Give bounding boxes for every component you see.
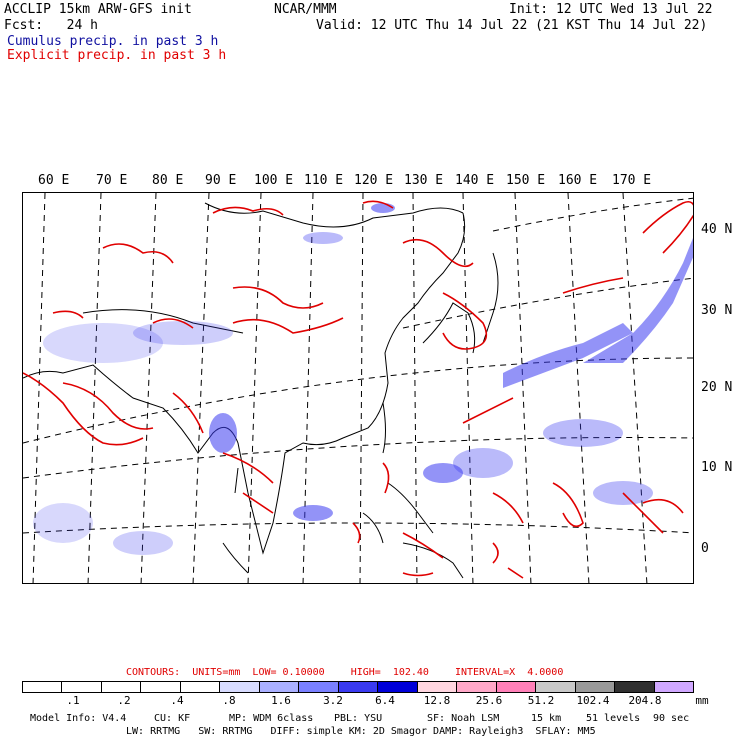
meridian [622, 193, 648, 583]
legend-tick: .4 [170, 694, 184, 707]
lon-label: 160 E [558, 173, 598, 188]
legend-color-box [378, 682, 418, 692]
legend-tick: 1.6 [271, 694, 291, 707]
graticule [23, 193, 693, 583]
valid-time: Valid: 12 UTC Thu 14 Jul 22 (21 KST Thu … [316, 18, 708, 33]
lat-label: 0 [701, 541, 709, 556]
footer-model-info: Model Info: V4.4 [30, 713, 127, 724]
precipitation-map [22, 192, 694, 584]
lon-label: 130 E [404, 173, 444, 188]
meridian [462, 193, 474, 583]
parallel [23, 522, 693, 534]
contours-units-low: CONTOURS: UNITS=mm LOW= 0.10000 [126, 667, 325, 678]
legend-color-box [457, 682, 497, 692]
footer-mp: MP: WDM 6class [229, 713, 314, 724]
legend-color-box [259, 682, 300, 692]
legend-color-box [338, 682, 379, 692]
footer-cu: CU: KF [154, 713, 191, 724]
legend-tick: 12.8 [423, 694, 451, 707]
forecast-hour: Fcst: 24 h [4, 18, 98, 33]
legend-tick: 204.8 [628, 694, 662, 707]
legend-tick: 6.4 [375, 694, 395, 707]
legend-tick: 3.2 [323, 694, 343, 707]
lon-label: 140 E [455, 173, 495, 188]
lon-label: 100 E [254, 173, 294, 188]
legend-color-box [496, 682, 537, 692]
footer-timestep: 90 sec [653, 713, 690, 724]
lon-label: 150 E [506, 173, 546, 188]
legend-unit: mm [695, 694, 709, 707]
meridian [412, 193, 418, 583]
legend-tick: .1 [66, 694, 80, 707]
init-time: Init: 12 UTC Wed 13 Jul 22 [509, 2, 713, 17]
legend-tick: 25.6 [475, 694, 503, 707]
meridian [302, 193, 314, 583]
lon-label: 60 E [38, 173, 70, 188]
explicit-legend-label: Explicit precip. in past 3 h [7, 48, 227, 63]
footer-levels: 51 levels [586, 713, 641, 724]
coastlines [23, 202, 499, 579]
legend-color-box [615, 682, 655, 692]
legend-color-box [575, 682, 616, 692]
legend-color-box [299, 682, 339, 692]
lat-label: 10 N [701, 460, 733, 475]
legend-color-box [141, 682, 181, 692]
lat-label: 30 N [701, 303, 733, 318]
legend-color-box [417, 682, 458, 692]
contours-info: CONTOURS: UNITS=mm LOW= 0.10000 HIGH= 102… [126, 667, 589, 678]
legend-color-box [101, 682, 142, 692]
lon-label: 170 E [612, 173, 652, 188]
footer-pbl: PBL: YSU [334, 713, 383, 724]
legend-color-box [180, 682, 221, 692]
legend-color-box [23, 682, 63, 692]
explicit-precip [23, 200, 693, 579]
map-svg [23, 193, 693, 583]
model-title: ACCLIP 15km ARW-GFS init [4, 2, 192, 17]
institution-label: NCAR/MMM [274, 2, 337, 17]
footer-sf: SF: Noah LSM [427, 713, 500, 724]
meridian [247, 193, 262, 583]
parallel [402, 277, 693, 329]
lat-label: 40 N [701, 222, 733, 237]
lon-label: 120 E [354, 173, 394, 188]
legend-tick: .2 [117, 694, 131, 707]
footer-physics: LW: RRTMG SW: RRTMG DIFF: simple KM: 2D … [126, 726, 596, 737]
color-legend-bar [22, 681, 694, 693]
contours-high: HIGH= 102.40 [350, 667, 429, 678]
lat-label: 20 N [701, 380, 733, 395]
lon-label: 70 E [96, 173, 128, 188]
lon-label: 110 E [304, 173, 344, 188]
cumulus-precip [33, 203, 693, 555]
legend-color-box [220, 682, 260, 692]
legend-tick: 102.4 [576, 694, 610, 707]
meridian [359, 193, 364, 583]
parallel [492, 197, 693, 232]
footer-resolution: 15 km [531, 713, 562, 724]
legend-color-box [62, 682, 102, 692]
legend-tick: 51.2 [527, 694, 555, 707]
contours-interval: INTERVAL=X 4.0000 [454, 667, 564, 678]
legend-color-box [536, 682, 576, 692]
lon-label: 90 E [205, 173, 237, 188]
legend-tick: .8 [222, 694, 236, 707]
legend-color-box [654, 682, 693, 692]
lon-label: 80 E [152, 173, 184, 188]
cumulus-legend-label: Cumulus precip. in past 3 h [7, 34, 219, 49]
